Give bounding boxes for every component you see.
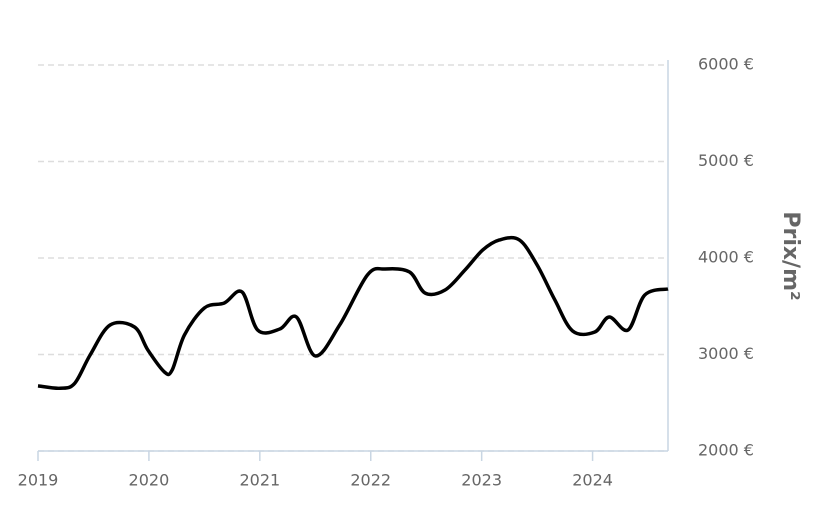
x-tick-label: 2022 [350, 471, 391, 490]
line-series [37, 235, 669, 391]
x-tick-label: 2024 [572, 471, 613, 490]
y-axis-label: Prix/m² [778, 211, 803, 300]
y-tick-label: 5000 € [698, 151, 754, 170]
x-tick-label: 2023 [461, 471, 502, 490]
y-tick-label: 3000 € [698, 344, 754, 363]
x-tick-label: 2020 [129, 471, 170, 490]
y-tick-label: 6000 € [698, 55, 754, 74]
y-tick-label: 2000 € [698, 441, 754, 460]
x-tick-label: 2021 [239, 471, 280, 490]
x-tick-label: 2019 [18, 471, 59, 490]
y-tick-label: 4000 € [698, 248, 754, 267]
